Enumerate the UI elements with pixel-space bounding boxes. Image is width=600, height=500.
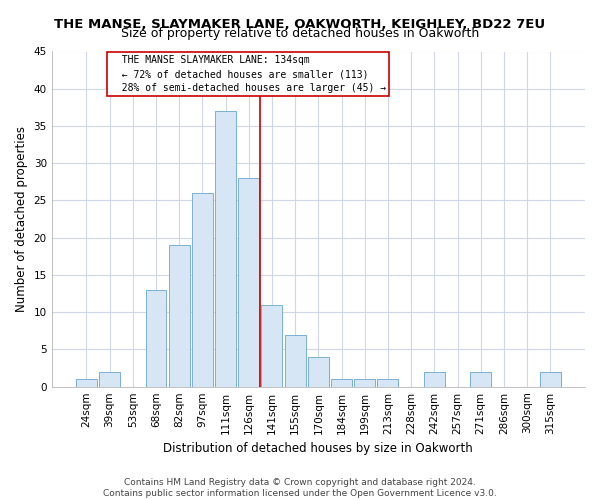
Bar [146,290,166,386]
Text: Contains HM Land Registry data © Crown copyright and database right 2024.
Contai: Contains HM Land Registry data © Crown c… [103,478,497,498]
Bar [470,372,491,386]
Bar [424,372,445,386]
Text: THE MANSE SLAYMAKER LANE: 134sqm
  ← 72% of detached houses are smaller (113)
  : THE MANSE SLAYMAKER LANE: 134sqm ← 72% o… [110,55,386,93]
Title: THE MANSE, SLAYMAKER LANE, OAKWORTH, KEIGHLEY, BD22 7EU
Size of property relativ: THE MANSE, SLAYMAKER LANE, OAKWORTH, KEI… [0,499,1,500]
Bar [169,245,190,386]
Text: THE MANSE, SLAYMAKER LANE, OAKWORTH, KEIGHLEY, BD22 7EU: THE MANSE, SLAYMAKER LANE, OAKWORTH, KEI… [55,18,545,30]
Bar [540,372,561,386]
Bar [215,111,236,386]
Bar [331,379,352,386]
Bar [377,379,398,386]
X-axis label: Distribution of detached houses by size in Oakworth: Distribution of detached houses by size … [163,442,473,455]
Bar [238,178,259,386]
Bar [76,379,97,386]
Bar [99,372,120,386]
Y-axis label: Number of detached properties: Number of detached properties [15,126,28,312]
Text: Size of property relative to detached houses in Oakworth: Size of property relative to detached ho… [121,28,479,40]
Bar [192,193,213,386]
Bar [354,379,375,386]
Bar [284,334,305,386]
Bar [262,304,283,386]
Bar [308,357,329,386]
